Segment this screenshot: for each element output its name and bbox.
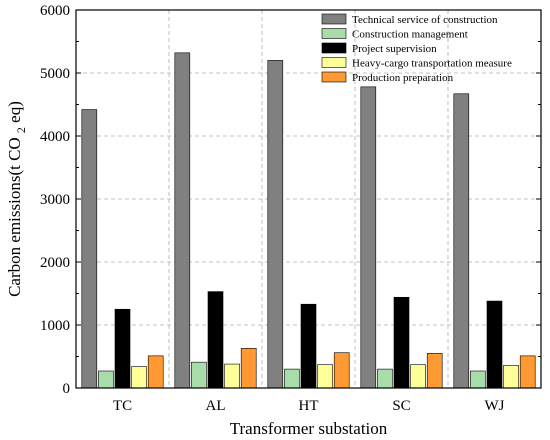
x-tick-label: TC <box>113 398 132 414</box>
x-axis-title: Transformer substation <box>230 419 388 438</box>
legend-label: Production preparation <box>352 72 454 84</box>
legend-label: Project supervision <box>352 43 437 55</box>
x-tick-label: AL <box>206 398 226 414</box>
bar <box>486 300 503 389</box>
bar <box>240 348 257 389</box>
y-tick-label: 0 <box>63 381 71 397</box>
y-tick-label: 2000 <box>40 255 70 271</box>
bar <box>114 308 131 389</box>
legend-swatch <box>321 71 347 83</box>
legend-label: Technical service of construction <box>352 14 498 26</box>
bar <box>333 352 350 389</box>
bar <box>300 303 317 389</box>
bar <box>410 364 426 389</box>
y-axis-title: Carbon emissions(t CO 2 eq) <box>5 101 29 297</box>
bar <box>470 370 486 389</box>
grid-layer <box>76 10 541 388</box>
bar <box>317 364 333 389</box>
bar <box>147 355 164 389</box>
bar <box>191 361 207 389</box>
legend-swatch <box>321 42 347 54</box>
legend-swatch <box>321 57 347 68</box>
bar <box>377 368 393 389</box>
y-axis-title-suffix: eq) <box>5 101 24 123</box>
bar <box>81 109 98 389</box>
legend-label: Construction management <box>352 29 468 41</box>
y-tick-label: 1000 <box>40 318 70 334</box>
bar <box>519 355 536 389</box>
bar <box>207 291 224 389</box>
bar <box>131 366 147 389</box>
bar <box>426 353 443 389</box>
x-tick-label: SC <box>392 398 410 414</box>
y-tick-label: 5000 <box>40 66 70 82</box>
bar <box>360 86 377 389</box>
legend-swatch <box>321 13 347 25</box>
bar <box>284 368 300 389</box>
x-tick-label: WJ <box>485 398 505 414</box>
legend-swatch <box>321 28 347 39</box>
tick-layer: 0 1000 2000 3000 4000 5000 6000 TC AL HT SC WJ <box>40 3 541 414</box>
y-tick-label: 4000 <box>40 129 70 145</box>
bar <box>224 363 240 389</box>
y-axis-title-prefix: Carbon emissions(t CO <box>5 137 24 297</box>
x-tick-label: HT <box>299 398 319 414</box>
y-axis-title-subscript: 2 <box>14 127 28 133</box>
legend: Technical service of construction Constru… <box>321 13 512 84</box>
y-tick-label: 3000 <box>40 192 70 208</box>
bar <box>393 296 410 389</box>
bar <box>267 60 284 389</box>
legend-label: Heavy-cargo transportation measure <box>352 58 512 70</box>
y-tick-label: 6000 <box>40 3 70 19</box>
bar <box>98 370 114 389</box>
bar <box>503 365 519 389</box>
bar <box>174 52 191 389</box>
bar-layer <box>81 52 536 389</box>
bar <box>453 93 470 389</box>
